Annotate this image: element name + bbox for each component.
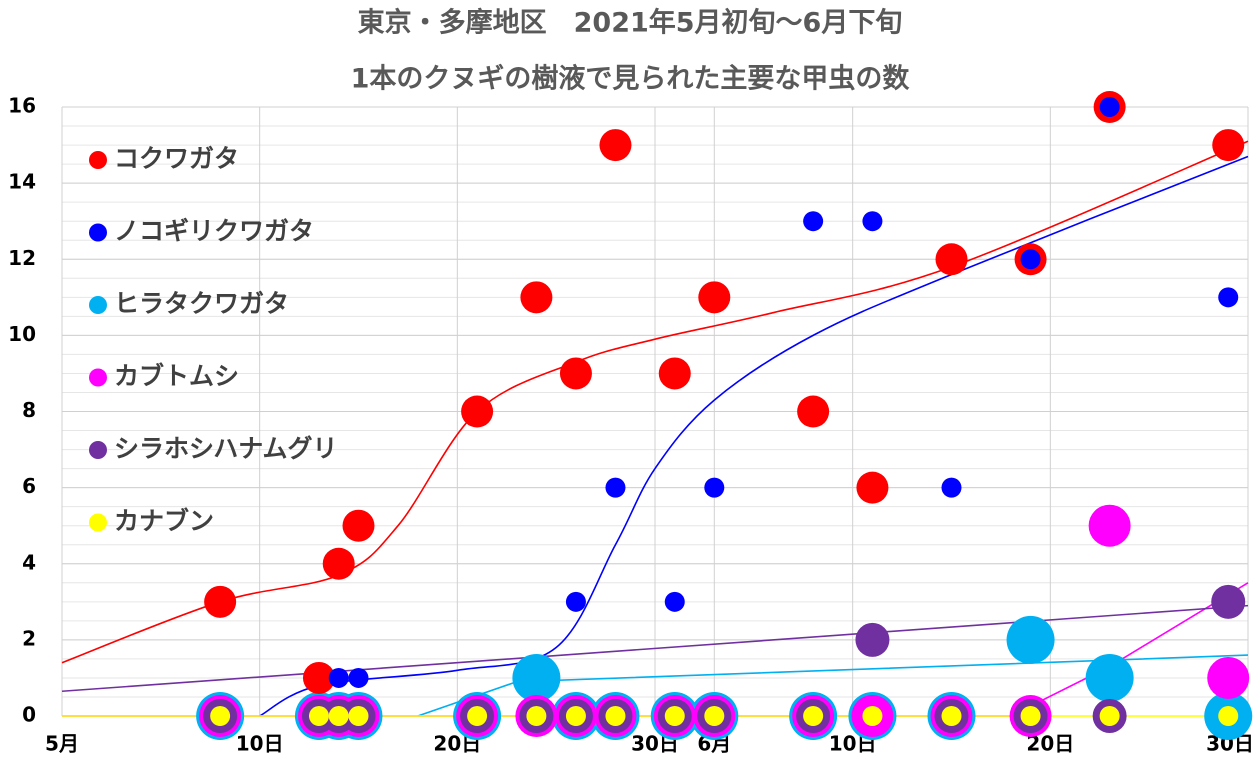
legend-marker	[89, 151, 107, 169]
x-tick-label: 5月	[45, 732, 79, 756]
legend-label: ノコギリクワガタ	[114, 217, 314, 246]
data-point	[862, 211, 883, 232]
y-tick-label: 12	[8, 246, 36, 270]
data-point	[1218, 706, 1239, 726]
trend-line	[61, 604, 1249, 693]
legend-label: カブトムシ	[114, 362, 239, 391]
data-point	[599, 129, 632, 162]
data-point	[467, 706, 488, 726]
y-tick-label: 8	[22, 398, 36, 422]
data-point	[698, 281, 731, 314]
y-tick-label: 10	[8, 322, 36, 346]
data-point	[803, 211, 824, 232]
data-point	[328, 667, 349, 688]
data-point	[348, 706, 369, 726]
data-point	[664, 706, 685, 726]
x-tick-label: 10日	[236, 732, 284, 756]
data-point	[512, 653, 561, 702]
y-tick-label: 2	[22, 626, 36, 650]
data-point	[855, 622, 890, 657]
data-point	[565, 706, 586, 726]
chart-subtitle: 1本のクヌギの樹液で見られた主要な甲虫の数	[351, 64, 911, 95]
y-tick-label: 4	[22, 550, 36, 574]
data-point	[1207, 656, 1250, 699]
legend-label: シラホシハナムグリ	[114, 434, 338, 463]
legend-marker	[89, 368, 107, 387]
data-point	[1218, 287, 1239, 308]
legend-label: カナブン	[114, 507, 214, 536]
data-point	[342, 509, 375, 542]
data-point	[520, 281, 553, 314]
legend-marker	[89, 296, 107, 314]
data-point	[1099, 706, 1120, 726]
data-point	[856, 471, 889, 504]
data-point	[526, 706, 547, 726]
data-point	[461, 395, 494, 428]
data-point	[797, 395, 830, 428]
data-point	[1006, 615, 1055, 664]
data-point	[204, 585, 237, 618]
chart-title: 東京・多摩地区 2021年5月初旬～6月下旬	[358, 7, 903, 39]
legend-marker	[89, 441, 107, 459]
data-point	[1085, 653, 1134, 702]
data-point	[605, 706, 626, 726]
data-point	[941, 477, 962, 498]
legend-label: コクワガタ	[114, 144, 239, 173]
data-point	[605, 477, 626, 498]
data-point	[565, 591, 586, 612]
data-point	[1020, 249, 1041, 270]
legend-marker	[89, 223, 107, 242]
data-point	[658, 357, 691, 390]
data-point	[1088, 504, 1131, 547]
data-point	[803, 706, 824, 726]
legend-label: ヒラタクワガタ	[114, 289, 289, 318]
data-point	[1212, 129, 1245, 162]
data-point	[664, 591, 685, 612]
data-point	[328, 706, 349, 726]
data-point	[348, 667, 369, 688]
data-point	[308, 706, 329, 726]
data-point	[704, 706, 725, 726]
data-point	[862, 706, 883, 726]
data-point	[1099, 97, 1120, 117]
data-point	[322, 547, 355, 580]
data-point	[210, 706, 231, 726]
data-point	[935, 243, 968, 276]
data-point	[941, 706, 962, 726]
y-tick-label: 6	[22, 474, 36, 498]
y-tick-label: 0	[22, 703, 36, 727]
data-point	[1211, 584, 1246, 619]
data-point	[559, 357, 592, 390]
y-tick-label: 14	[8, 170, 36, 194]
data-point	[302, 661, 335, 694]
data-point	[704, 477, 725, 498]
legend-marker	[89, 513, 107, 532]
y-tick-label: 16	[8, 94, 36, 118]
data-point	[1020, 706, 1041, 726]
